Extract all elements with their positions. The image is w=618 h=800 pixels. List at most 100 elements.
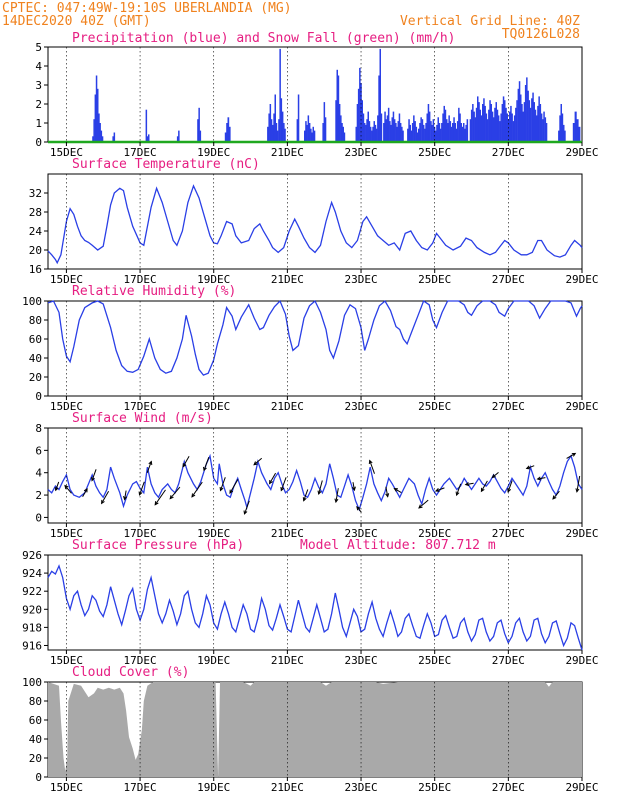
cloud-panel: 0 20 40 60 80 100 15DEC 17DEC 19DEC 21DEC 23DEC 25D… [22, 665, 598, 794]
wind-arrow-shaft [101, 490, 110, 504]
precip-bar [456, 121, 459, 142]
cloud-title: Cloud Cover (%) [72, 665, 189, 680]
y-tick-label: 80 [29, 695, 42, 708]
y-tick-label: 1 [35, 117, 42, 130]
precip-bar [515, 107, 517, 142]
precip-bar [447, 123, 449, 142]
wind-arrow-shaft [220, 477, 226, 491]
wind-arrow [536, 476, 546, 481]
y-tick-label: 16 [29, 263, 42, 276]
precip-bar [310, 128, 312, 142]
precip-bar [92, 136, 94, 142]
x-tick-label: 19DEC [197, 146, 230, 159]
precip-bar [539, 104, 542, 142]
precip-bar [477, 96, 479, 142]
x-tick-label: 29DEC [565, 781, 598, 794]
precip-bar [431, 124, 433, 142]
x-tick-label: 29DEC [565, 273, 598, 286]
precip-bar [228, 126, 231, 142]
precip-bar [442, 113, 444, 142]
precip-bar [384, 111, 386, 142]
precip-bar [437, 117, 439, 142]
x-tick-label: 27DEC [492, 781, 525, 794]
wind-arrow-head [507, 488, 512, 493]
precip-bar [307, 115, 310, 142]
x-tick-label: 23DEC [344, 273, 377, 286]
precip-bar [378, 75, 380, 142]
y-tick-label: 4 [35, 467, 42, 480]
precip-bar [296, 119, 299, 142]
precip-bar [95, 75, 98, 142]
precip-bar [398, 113, 401, 142]
precip-bar [145, 109, 148, 142]
wind-arrow-head [280, 486, 285, 492]
precip-bar [505, 107, 507, 142]
precip-bar [537, 105, 539, 142]
wind-arrow-head [464, 482, 470, 487]
wind-arrow [351, 482, 356, 492]
x-tick-label: 17DEC [124, 273, 157, 286]
wind-arrow-head [418, 504, 423, 509]
precip-bar [365, 124, 367, 142]
precip-bar [444, 109, 447, 142]
wind-arrow [480, 480, 488, 493]
precip-bar [470, 109, 473, 142]
wind-arrow [101, 490, 110, 505]
wind-arrow [385, 486, 390, 498]
x-tick-label: 21DEC [271, 527, 304, 540]
precip-bar [112, 136, 114, 142]
precip-bar [418, 128, 420, 142]
x-tick-label: 15DEC [50, 781, 83, 794]
precip-bar [338, 104, 341, 142]
x-tick-label: 21DEC [271, 781, 304, 794]
wind-arrow [525, 465, 535, 470]
precip-bar [513, 115, 516, 142]
wind-arrow-shaft [124, 490, 127, 500]
precip-bar [306, 124, 308, 142]
wind-arrow-shaft [203, 457, 210, 471]
wind-arrow-shaft [55, 481, 60, 491]
wind-arrow-shaft [394, 488, 402, 494]
precip-bar [402, 130, 404, 142]
precip-bar [511, 113, 513, 142]
wind-arrow-shaft [537, 477, 546, 480]
wind-arrow-head [269, 479, 273, 485]
precip-bar [336, 69, 338, 142]
precip-bar [507, 119, 510, 142]
precip-panel: 0 1 2 3 4 5 15DEC 17DEC 19DEC 21DEC 23DEC 25DEC 27DE… [35, 31, 598, 159]
wind-arrow [146, 460, 153, 473]
precip-bar [275, 123, 278, 142]
precip-bar [270, 119, 273, 142]
precip-bar [521, 104, 523, 142]
header-location: CPTEC: 047:49W-19:10S UBERLANDIA (MG) [2, 1, 292, 16]
x-tick-label: 23DEC [344, 781, 377, 794]
wind-arrow-head [571, 452, 577, 457]
precip-bar [465, 124, 467, 142]
precip-bar [148, 134, 150, 142]
precip-bar [342, 126, 344, 142]
wind-arrow-shaft [465, 482, 474, 486]
pressure-frame [47, 554, 583, 651]
precip-bar [386, 115, 389, 142]
x-tick-label: 15DEC [50, 654, 83, 667]
x-tick-label: 23DEC [344, 527, 377, 540]
wind-arrow [54, 481, 60, 492]
y-tick-label: 920 [22, 603, 42, 616]
precip-bar [489, 100, 491, 142]
x-tick-label: 23DEC [344, 400, 377, 413]
y-tick-label: 2 [35, 489, 42, 502]
precip-bar [413, 115, 415, 142]
precip-bar [372, 126, 374, 142]
precip-bar [529, 107, 532, 142]
precip-bar [304, 130, 306, 142]
wind-arrow [169, 486, 181, 500]
precip-bar [522, 111, 524, 142]
wind-arrow-head [317, 490, 322, 496]
precip-bar [453, 117, 455, 142]
precip-bar [99, 123, 101, 142]
y-tick-label: 32 [29, 187, 42, 200]
x-tick-label: 17DEC [124, 527, 157, 540]
precip-bar [341, 123, 343, 142]
wind-arrow-shaft [91, 469, 97, 481]
y-tick-label: 20 [29, 752, 42, 765]
